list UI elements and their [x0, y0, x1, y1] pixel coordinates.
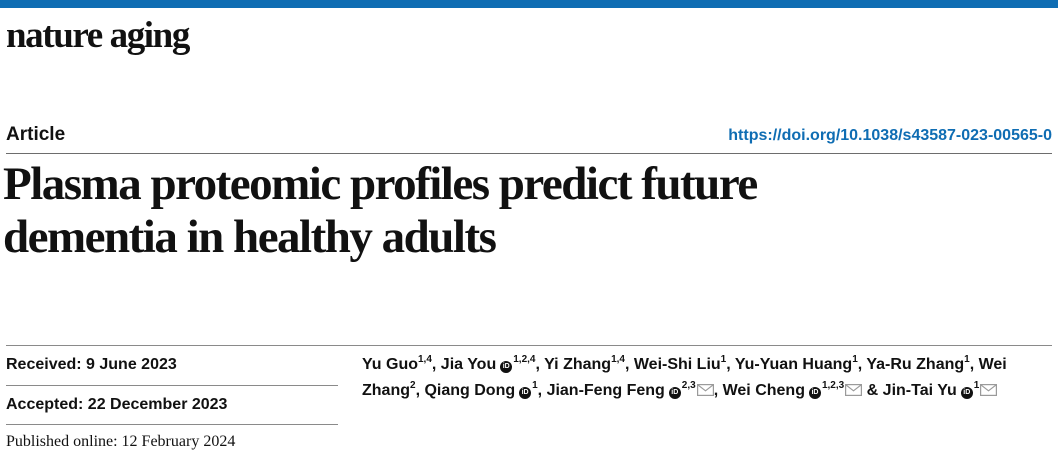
author-separator: ,	[857, 356, 867, 373]
author-name[interactable]: Ya-Ru Zhang	[866, 356, 965, 373]
orcid-icon[interactable]: iD	[668, 387, 681, 399]
author-list: Yu Guo1,4, Jia You iD1,2,4, Yi Zhang1,4, …	[362, 352, 1052, 405]
author-affiliation: 1	[973, 379, 980, 391]
metadata-divider	[6, 345, 1052, 346]
top-accent-bar	[0, 0, 1058, 8]
author-affiliation: 1	[964, 353, 970, 365]
author-item: Ya-Ru Zhang1,	[866, 353, 979, 373]
article-title-line-1: Plasma proteomic profiles predict future	[3, 158, 758, 210]
article-title: Plasma proteomic profiles predict future…	[3, 158, 1043, 264]
author-item: Wei Zhang2,	[362, 356, 1007, 399]
accepted-date: Accepted: 22 December 2023	[6, 396, 228, 413]
orcid-icon[interactable]: iD	[500, 361, 513, 373]
author-separator: ,	[415, 382, 425, 399]
author-name[interactable]: Wei Cheng	[722, 382, 805, 399]
orcid-icon[interactable]: iD	[519, 387, 532, 399]
author-affiliation: 1	[532, 379, 538, 391]
author-affiliation: 1,4	[611, 353, 625, 365]
author-affiliation: 2	[410, 379, 416, 391]
author-item: Jin-Tai Yu iD1	[882, 379, 998, 399]
author-item: Wei Cheng iD1,2,3 &	[722, 379, 883, 399]
author-separator: ,	[726, 356, 735, 373]
author-name[interactable]: Jian-Feng Feng	[546, 382, 665, 399]
mail-icon[interactable]	[980, 379, 998, 405]
header-divider	[6, 153, 1052, 154]
author-separator: &	[862, 382, 883, 399]
author-affiliation: 1,4	[418, 353, 432, 365]
author-item: Yu-Yuan Huang1,	[734, 353, 867, 373]
author-item: Jia You iD1,2,4,	[440, 353, 545, 373]
author-separator: ,	[969, 356, 979, 373]
author-affiliation: 2,3	[681, 379, 696, 391]
author-separator: ,	[537, 382, 547, 399]
author-item: Qiang Dong iD1,	[424, 379, 547, 399]
received-date: Received: 9 June 2023	[6, 356, 177, 373]
author-separator: ,	[713, 382, 723, 399]
mail-icon[interactable]	[696, 379, 714, 405]
author-affiliation: 1,2,4	[513, 353, 536, 365]
author-name[interactable]: Jin-Tai Yu	[882, 382, 957, 399]
author-name[interactable]: Jia You	[440, 356, 497, 373]
author-name[interactable]: Wei Zhang	[362, 356, 1007, 399]
author-name[interactable]: Wei-Shi Liu	[633, 356, 721, 373]
author-separator: ,	[624, 356, 634, 373]
author-name[interactable]: Yi Zhang	[544, 356, 612, 373]
dates-divider-2	[6, 424, 338, 425]
article-type-label: Article	[6, 124, 66, 145]
author-affiliation: 1	[852, 353, 858, 365]
doi-link[interactable]: https://doi.org/10.1038/s43587-023-00565…	[728, 127, 1052, 144]
author-item: Jian-Feng Feng iD2,3,	[546, 379, 723, 399]
author-item: Yi Zhang1,4,	[544, 353, 634, 373]
mail-icon[interactable]	[845, 379, 863, 405]
author-name[interactable]: Qiang Dong	[424, 382, 516, 399]
published-date: Published online: 12 February 2024	[6, 433, 236, 450]
author-affiliation: 1,2,3	[821, 379, 845, 391]
author-separator: ,	[535, 356, 545, 373]
author-item: Wei-Shi Liu1,	[633, 353, 735, 373]
orcid-icon[interactable]: iD	[960, 387, 973, 399]
author-name[interactable]: Yu-Yuan Huang	[734, 356, 853, 373]
orcid-icon[interactable]: iD	[808, 387, 821, 399]
article-title-line-2: dementia in healthy adults	[3, 211, 497, 263]
dates-divider-1	[6, 385, 338, 386]
journal-logo[interactable]: nature aging	[6, 15, 190, 56]
author-affiliation: 1	[720, 353, 727, 365]
author-name[interactable]: Yu Guo	[362, 356, 418, 373]
author-item: Yu Guo1,4,	[362, 353, 441, 373]
author-separator: ,	[431, 356, 441, 373]
